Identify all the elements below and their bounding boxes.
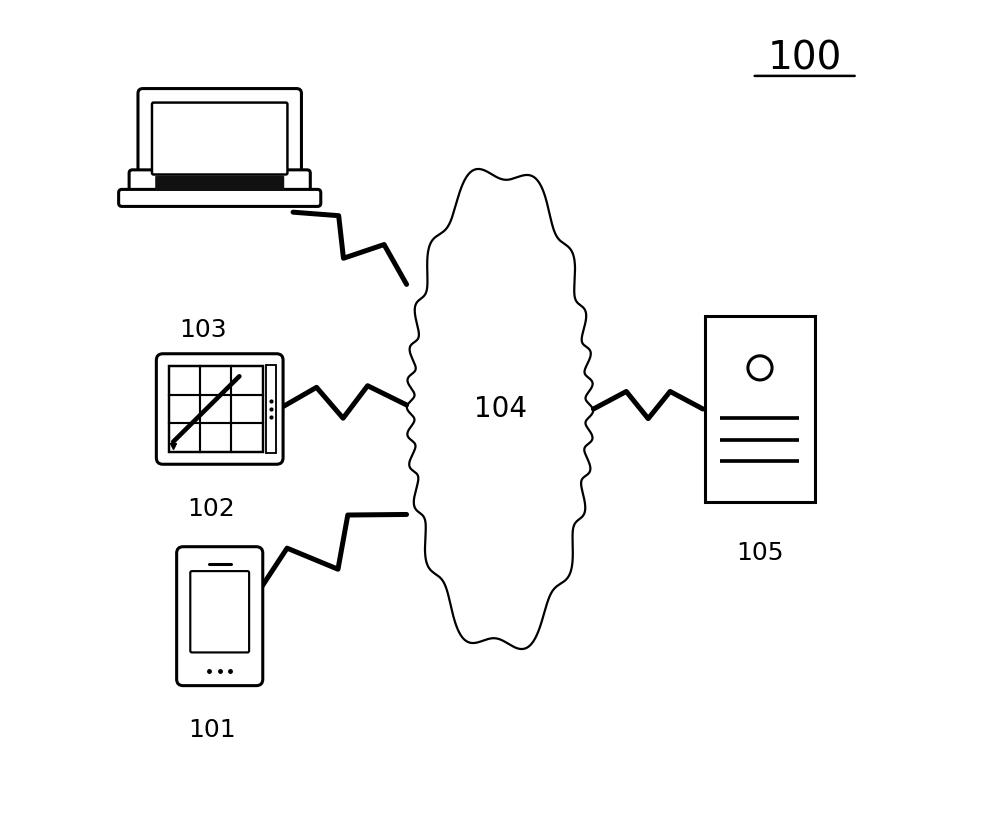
FancyBboxPatch shape: [177, 546, 263, 685]
FancyBboxPatch shape: [156, 353, 283, 465]
Text: 100: 100: [767, 39, 842, 78]
Text: 104: 104: [474, 395, 526, 423]
Text: 101: 101: [188, 718, 235, 742]
Text: 102: 102: [188, 497, 235, 521]
Text: 103: 103: [180, 317, 227, 342]
FancyBboxPatch shape: [129, 170, 310, 196]
Polygon shape: [407, 169, 593, 649]
FancyBboxPatch shape: [152, 102, 287, 174]
FancyBboxPatch shape: [119, 190, 321, 206]
FancyBboxPatch shape: [155, 175, 284, 191]
FancyBboxPatch shape: [138, 88, 301, 188]
Text: 105: 105: [736, 542, 784, 565]
Polygon shape: [705, 316, 815, 502]
FancyBboxPatch shape: [190, 571, 249, 653]
Polygon shape: [169, 366, 263, 452]
